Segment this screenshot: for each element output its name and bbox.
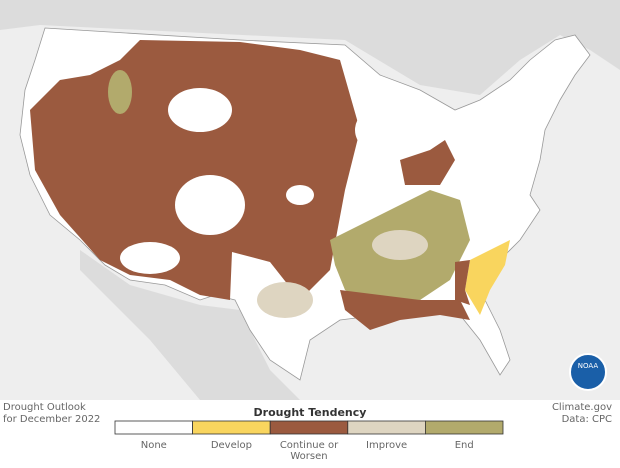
legend-label: Continue or Worsen [280,440,339,462]
legend: None Develop Continue or Worsen Improve End [114,420,504,462]
legend-title: Drought Tendency [254,406,367,419]
caption-line: Drought Outlook [3,402,86,413]
mexico [80,250,300,400]
noaa-logo [569,353,607,391]
legend-swatch [192,420,271,435]
improve-area [372,230,428,260]
caption-line: for December 2022 [3,414,100,425]
legend-swatch [424,420,504,435]
develop-area [465,240,510,315]
legend-swatch [347,420,426,435]
canada [0,0,620,95]
legend-label: End [455,440,474,451]
credit-site: Climate.gov [552,402,612,413]
noaa-logo-text: NOAA [578,362,599,370]
no-drought-area [120,242,180,274]
legend-label: Improve [366,440,407,451]
continue-region [400,140,455,185]
no-drought-area [286,185,314,205]
continue-region [455,260,470,305]
legend-label: None [141,440,167,451]
credit-source: Data: CPC [562,414,612,425]
no-drought-area [355,105,415,155]
improve-area [257,282,313,318]
legend-swatch [114,420,193,435]
legend-label: Develop [211,440,252,451]
continue-region [340,290,470,330]
no-drought-area [175,175,245,235]
drought-regions [30,40,510,330]
end-area [108,70,132,114]
no-drought-area [168,88,232,132]
legend-swatch [269,420,349,435]
